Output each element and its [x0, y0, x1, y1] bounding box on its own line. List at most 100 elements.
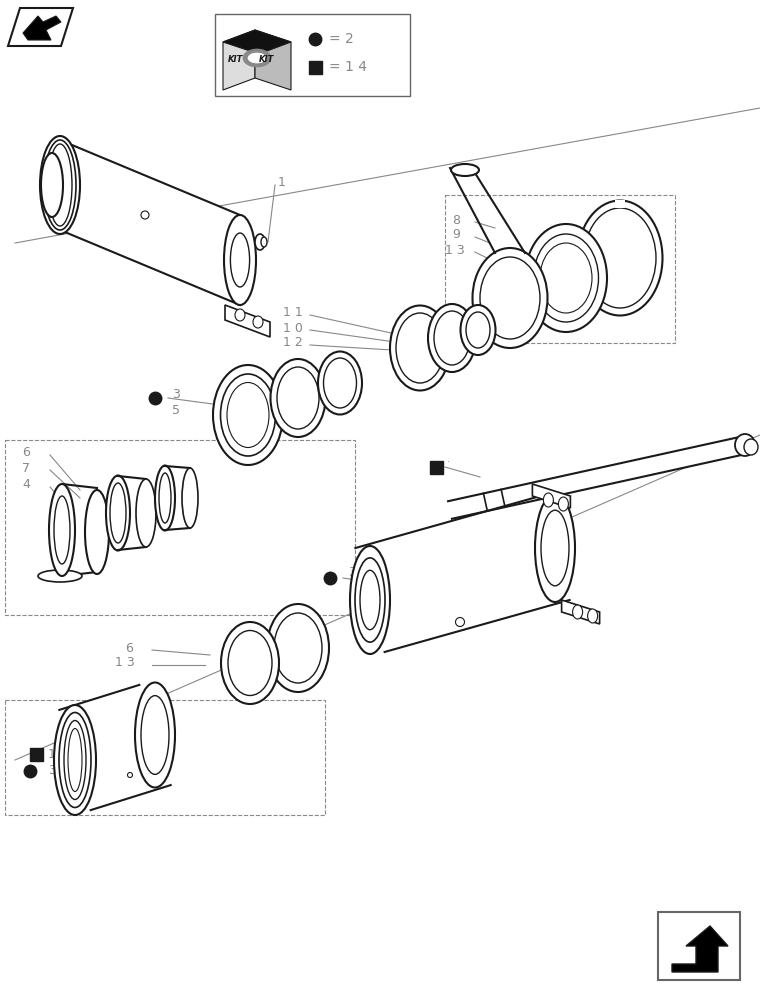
Ellipse shape [525, 224, 607, 332]
Ellipse shape [227, 382, 269, 448]
Ellipse shape [110, 483, 126, 543]
Ellipse shape [230, 233, 249, 287]
Ellipse shape [461, 305, 496, 355]
Text: 7: 7 [22, 462, 30, 475]
Ellipse shape [135, 682, 175, 788]
Ellipse shape [235, 309, 245, 321]
Ellipse shape [559, 497, 568, 511]
Polygon shape [356, 496, 569, 652]
Ellipse shape [274, 613, 322, 683]
Ellipse shape [64, 720, 86, 800]
Text: 1 3: 1 3 [115, 656, 135, 670]
Ellipse shape [41, 153, 63, 217]
Ellipse shape [106, 476, 130, 550]
Ellipse shape [277, 367, 319, 429]
Ellipse shape [390, 306, 450, 390]
Ellipse shape [54, 705, 96, 815]
Ellipse shape [136, 479, 156, 547]
Ellipse shape [155, 466, 175, 530]
Text: 1 3: 1 3 [445, 243, 465, 256]
Text: KIT: KIT [259, 55, 274, 64]
Ellipse shape [451, 164, 479, 176]
Bar [430, 461, 443, 474]
Ellipse shape [228, 631, 272, 696]
Polygon shape [59, 685, 171, 810]
Ellipse shape [271, 359, 325, 437]
Bar [658, 912, 740, 980]
Polygon shape [255, 30, 291, 90]
Ellipse shape [248, 53, 266, 63]
Ellipse shape [141, 211, 149, 219]
Polygon shape [448, 436, 747, 519]
Ellipse shape [49, 484, 75, 576]
Ellipse shape [744, 439, 758, 455]
Ellipse shape [128, 772, 132, 778]
Ellipse shape [59, 712, 91, 808]
Ellipse shape [253, 316, 263, 328]
Polygon shape [223, 30, 255, 90]
Ellipse shape [38, 570, 82, 582]
Ellipse shape [85, 490, 109, 574]
Polygon shape [225, 305, 270, 337]
Text: = 2: = 2 [329, 32, 353, 46]
Ellipse shape [44, 140, 76, 230]
Text: 1 1: 1 1 [283, 306, 302, 320]
Ellipse shape [543, 493, 553, 507]
Ellipse shape [360, 570, 380, 630]
Polygon shape [62, 484, 97, 576]
Ellipse shape [267, 604, 329, 692]
Polygon shape [8, 8, 73, 46]
Ellipse shape [473, 248, 547, 348]
Ellipse shape [541, 510, 569, 586]
Bar [5, 700, 325, 815]
Ellipse shape [428, 304, 476, 372]
Ellipse shape [261, 237, 267, 247]
Polygon shape [672, 926, 728, 972]
Ellipse shape [221, 622, 279, 704]
Bar [215, 14, 410, 96]
Ellipse shape [182, 468, 198, 528]
Ellipse shape [318, 352, 362, 414]
Ellipse shape [584, 208, 656, 308]
Text: 1 5: 1 5 [48, 748, 68, 760]
Ellipse shape [350, 546, 390, 654]
Polygon shape [60, 140, 240, 305]
Text: ■: ■ [448, 460, 449, 462]
Ellipse shape [255, 234, 265, 250]
Ellipse shape [455, 617, 464, 626]
Text: 4: 4 [22, 479, 30, 491]
Ellipse shape [48, 144, 72, 226]
Ellipse shape [68, 728, 82, 792]
Bar [615, 200, 625, 208]
Ellipse shape [735, 434, 755, 456]
Text: 1 2: 1 2 [283, 336, 302, 350]
Text: 1: 1 [278, 176, 286, 190]
Text: 3: 3 [348, 566, 356, 580]
Text: 8: 8 [452, 214, 460, 227]
Text: 9: 9 [452, 229, 460, 241]
Ellipse shape [466, 312, 490, 348]
Ellipse shape [540, 243, 592, 313]
Text: 6: 6 [22, 446, 30, 460]
Ellipse shape [535, 494, 575, 602]
Text: KIT: KIT [228, 55, 243, 64]
Ellipse shape [480, 257, 540, 339]
Ellipse shape [578, 200, 663, 316]
Ellipse shape [572, 605, 583, 619]
Ellipse shape [141, 696, 169, 774]
Bar [5, 440, 355, 615]
Bar [30, 748, 43, 761]
Polygon shape [23, 16, 61, 40]
Ellipse shape [587, 609, 597, 623]
Text: 5: 5 [172, 403, 180, 416]
Ellipse shape [40, 136, 80, 234]
Ellipse shape [54, 496, 70, 564]
Bar [445, 195, 675, 343]
Ellipse shape [434, 311, 470, 365]
Ellipse shape [224, 215, 256, 305]
Polygon shape [562, 600, 600, 624]
Ellipse shape [355, 558, 385, 642]
Text: = 1 4: = 1 4 [329, 60, 367, 74]
Ellipse shape [159, 473, 171, 523]
Text: 6: 6 [125, 642, 133, 654]
